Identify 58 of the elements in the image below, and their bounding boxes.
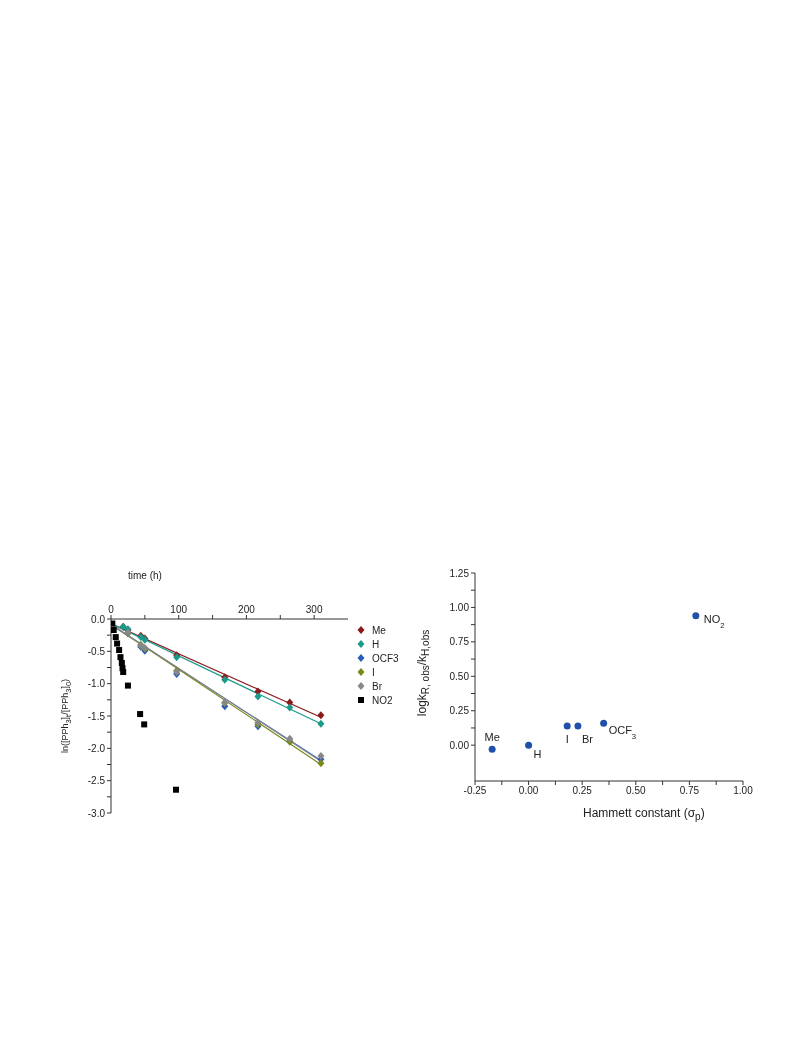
- y-tick-label: 0.25: [449, 705, 470, 717]
- y-tick-label: -2.5: [87, 775, 106, 787]
- x-tick-label: 200: [238, 604, 256, 615]
- y-tick-label: 1.25: [449, 567, 470, 579]
- point: [116, 647, 123, 654]
- legend-label: I: [372, 666, 375, 678]
- point: [317, 759, 325, 768]
- x-tick-label: 1.00: [733, 785, 754, 797]
- x-tick-label: 300: [305, 604, 323, 615]
- y-tick-label: 0.75: [449, 636, 470, 648]
- annotation: H: [533, 748, 542, 761]
- point: [574, 722, 582, 730]
- point: [254, 692, 262, 701]
- point: [525, 741, 533, 749]
- y-tick-label: 0.0: [91, 613, 106, 625]
- legend-label: Me: [372, 624, 386, 636]
- annotation: Br: [581, 732, 594, 745]
- point: [111, 620, 116, 627]
- point: [317, 711, 325, 720]
- point: [141, 721, 148, 728]
- x-tick-label: 0.25: [572, 785, 593, 797]
- x-tick-label: 0.00: [518, 785, 539, 797]
- x-axis-title: Hammett constant (σ$_{p}$): [583, 806, 705, 823]
- x-tick-label: 0.50: [626, 785, 646, 797]
- annotation: OCF$_{3}$: [608, 724, 637, 741]
- y-tick-label: 0.50: [449, 670, 470, 682]
- x-axis-title: time (h): [128, 570, 162, 581]
- x-tick-label: 0: [108, 604, 115, 615]
- x-tick-label: 0.75: [679, 785, 700, 797]
- point: [120, 669, 127, 676]
- point: [317, 719, 325, 728]
- legend-label: NO2: [372, 694, 393, 706]
- point: [114, 640, 121, 647]
- point: [600, 719, 608, 727]
- annotation: Me: [484, 731, 500, 744]
- point: [563, 722, 571, 730]
- point: [692, 612, 700, 620]
- x-tick-label: 100: [170, 604, 188, 615]
- point: [173, 786, 180, 793]
- point: [137, 711, 144, 718]
- legend-label: H: [372, 638, 380, 650]
- point: [488, 745, 496, 753]
- point: [124, 682, 131, 689]
- legend-label: OCF3: [372, 652, 399, 664]
- point: [111, 626, 117, 633]
- y-tick-label: -3.0: [87, 807, 106, 819]
- y-tick-label: 0.00: [449, 739, 470, 751]
- point: [286, 703, 294, 712]
- annotation: NO$_{2}$: [703, 612, 725, 630]
- annotation: I: [565, 732, 569, 745]
- y-tick-label: -0.5: [87, 645, 106, 657]
- y-tick-label: -1.5: [87, 710, 106, 722]
- point: [117, 654, 124, 661]
- y-tick-label: -2.0: [87, 742, 106, 754]
- point: [112, 634, 119, 641]
- y-tick-label: -1.0: [87, 678, 106, 690]
- x-tick-label: -0.25: [463, 785, 487, 797]
- legend-label: Br: [372, 680, 382, 692]
